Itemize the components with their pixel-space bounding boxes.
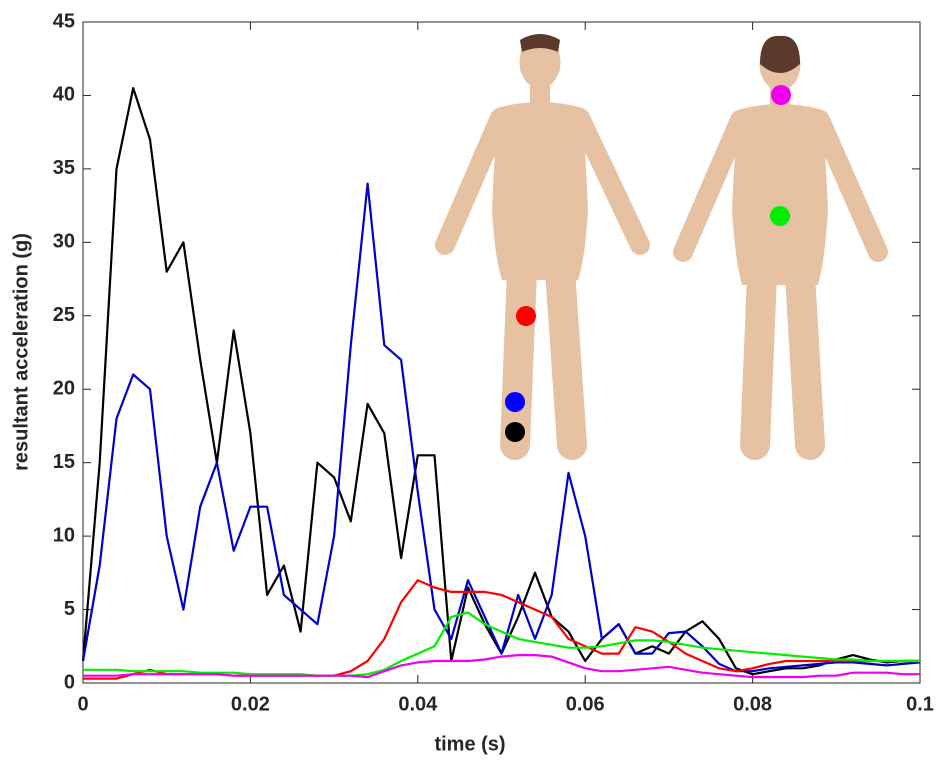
front-torso bbox=[492, 102, 588, 280]
x-tick-label: 0 bbox=[77, 693, 88, 715]
y-tick-label: 5 bbox=[64, 598, 75, 620]
sensor-shin bbox=[505, 392, 525, 412]
series-line bbox=[83, 611, 920, 677]
back-arm bbox=[810, 110, 888, 262]
y-tick-label: 40 bbox=[53, 84, 75, 106]
plot-frame bbox=[82, 21, 921, 684]
sensor-lumbar bbox=[770, 206, 790, 226]
y-tick-label: 30 bbox=[53, 231, 75, 253]
y-tick-label: 10 bbox=[53, 524, 75, 546]
front-leg bbox=[545, 255, 587, 460]
front-leg bbox=[500, 255, 537, 460]
back-arm bbox=[673, 110, 750, 262]
y-tick-label: 20 bbox=[53, 378, 75, 400]
body-illustration bbox=[435, 34, 888, 460]
series-line bbox=[83, 654, 920, 679]
y-tick-label: 25 bbox=[53, 304, 75, 326]
back-hair bbox=[760, 35, 800, 73]
back-torso bbox=[732, 104, 828, 285]
series-line bbox=[83, 579, 920, 680]
x-tick-label: 0.1 bbox=[906, 693, 934, 715]
front-arm bbox=[570, 108, 650, 255]
sensor-neck bbox=[771, 85, 791, 105]
sensor-thigh bbox=[516, 306, 536, 326]
x-tick-label: 0.08 bbox=[733, 693, 772, 715]
y-axis-label: resultant acceleration (g) bbox=[10, 233, 32, 471]
x-tick-label: 0.04 bbox=[398, 693, 438, 715]
y-tick-label: 15 bbox=[53, 451, 75, 473]
front-arm bbox=[435, 108, 510, 255]
y-tick-label: 35 bbox=[53, 157, 75, 179]
front-hair bbox=[520, 34, 560, 52]
y-tick-label: 0 bbox=[64, 671, 75, 693]
x-tick-label: 0.06 bbox=[566, 693, 605, 715]
back-leg bbox=[740, 260, 777, 460]
back-leg bbox=[785, 260, 825, 460]
series-line bbox=[81, 182, 921, 673]
front-neck bbox=[530, 84, 550, 106]
x-axis-label: time (s) bbox=[434, 733, 505, 755]
x-tick-label: 0.02 bbox=[231, 693, 270, 715]
y-tick-label: 45 bbox=[53, 10, 75, 32]
sensor-ankle bbox=[505, 422, 525, 442]
